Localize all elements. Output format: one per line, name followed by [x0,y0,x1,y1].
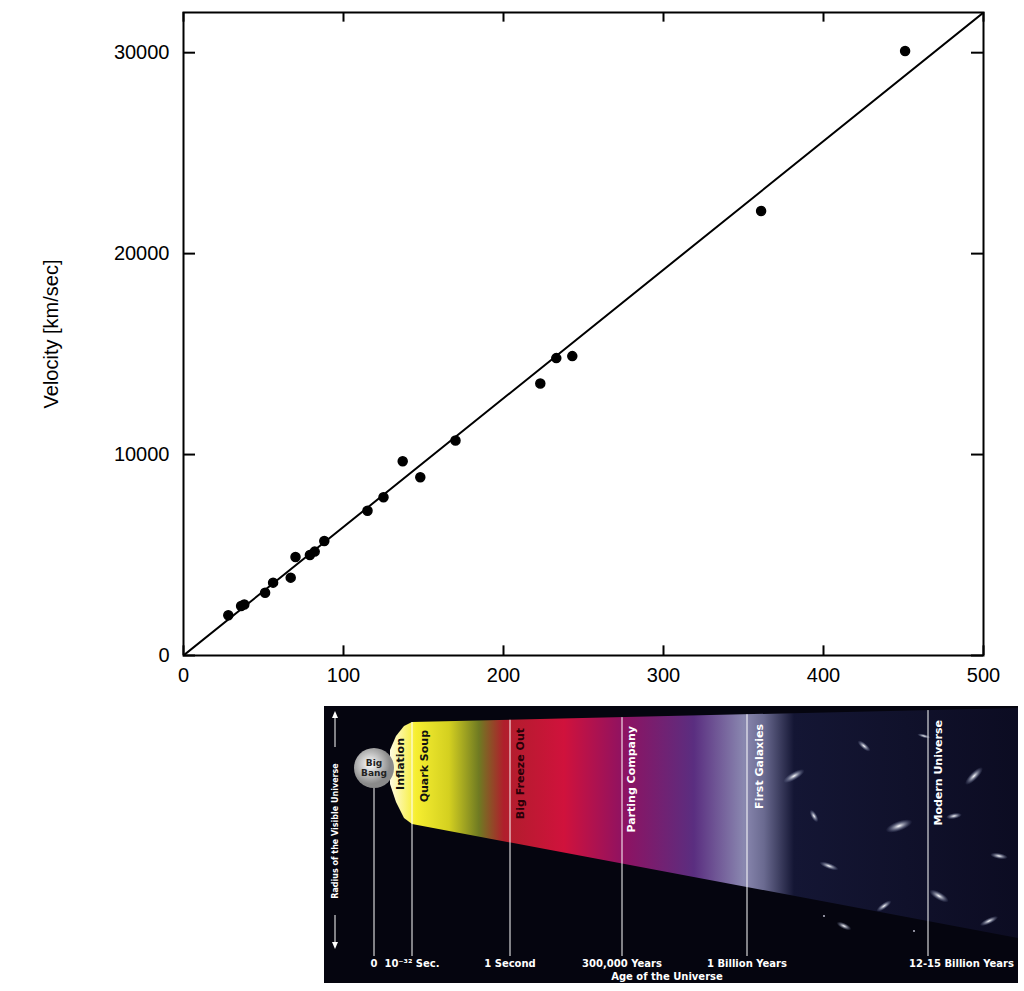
svg-text:0: 0 [158,644,169,666]
svg-text:300: 300 [647,664,680,686]
svg-text:1 Billion Years: 1 Billion Years [707,958,787,969]
svg-text:100: 100 [327,664,360,686]
svg-text:20000: 20000 [114,242,170,264]
svg-text:10000: 10000 [114,443,170,465]
svg-text:Modern Universe: Modern Universe [932,720,945,826]
svg-text:Radius of the Visible Universe: Radius of the Visible Universe [331,763,340,899]
svg-text:First Galaxies: First Galaxies [753,724,766,809]
svg-text:0: 0 [371,958,378,969]
svg-text:400: 400 [807,664,840,686]
svg-text:Quark Soup: Quark Soup [418,730,431,802]
svg-text:200: 200 [487,664,520,686]
svg-text:12-15 Billion Years: 12-15 Billion Years [909,958,1014,969]
svg-text:300,000 Years: 300,000 Years [582,958,662,969]
svg-text:Big: Big [366,758,382,768]
svg-text:Inflation: Inflation [394,738,407,790]
svg-text:10⁻³² Sec.: 10⁻³² Sec. [384,958,439,969]
svg-text:1 Second: 1 Second [484,958,536,969]
svg-text:Big Freeze Out: Big Freeze Out [514,728,527,819]
svg-text:Age of the Universe: Age of the Universe [611,971,723,982]
svg-text:Parting Company: Parting Company [625,726,638,833]
svg-text:Velocity [km/sec]: Velocity [km/sec] [40,260,62,409]
svg-text:Bang: Bang [361,768,387,778]
svg-text:0: 0 [178,664,189,686]
svg-text:30000: 30000 [114,41,170,63]
svg-text:500: 500 [967,664,1000,686]
